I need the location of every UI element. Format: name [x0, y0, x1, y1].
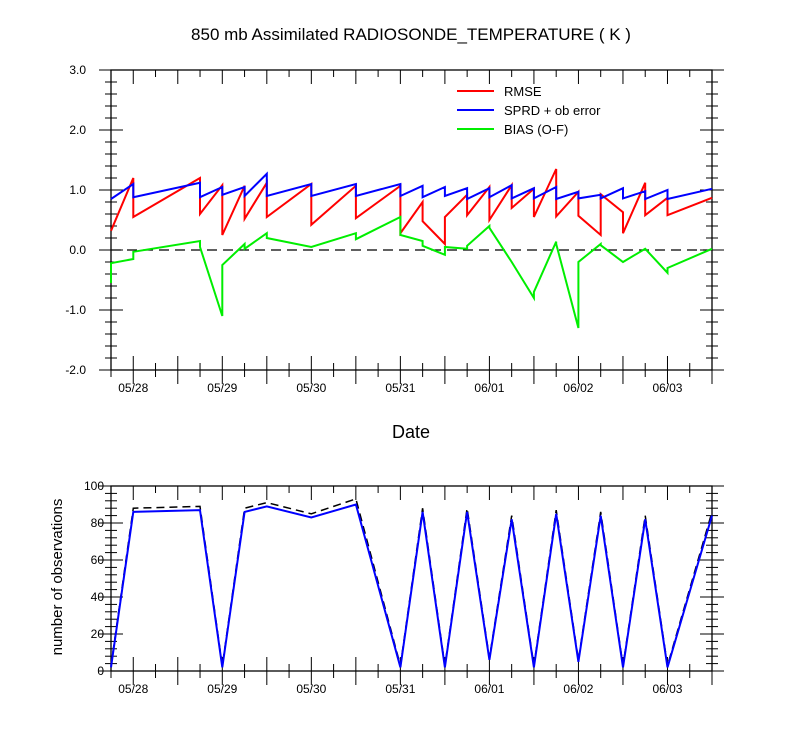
- x-tick-label: 06/01: [474, 381, 504, 395]
- y-tick-label: 60: [91, 553, 105, 567]
- x-tick-label: 05/28: [118, 381, 148, 395]
- y-tick-label: -1.0: [65, 303, 86, 317]
- y-tick-label: 40: [91, 590, 105, 604]
- top-plot-area: 05/28 05/29 05/30 05/31 06/01 06/02 06/03 -2.0 -…: [65, 63, 724, 395]
- chart-title: 850 mb Assimilated RADIOSONDE_TEMPERATUR…: [191, 25, 631, 44]
- series-rmse: [110, 168, 713, 247]
- x-tick-label: 06/01: [474, 682, 504, 696]
- y-tick-label: 100: [84, 479, 104, 493]
- series-sprd-ob-error: [110, 171, 713, 201]
- y-tick-label: -2.0: [65, 363, 86, 377]
- legend-label-0: RMSE: [504, 84, 542, 99]
- x-axis-title: Date: [392, 422, 430, 442]
- bottom-plot-area: 05/28 05/29 05/30 05/31 06/01 06/02 06/03 0 20 40…: [84, 479, 724, 696]
- x-tick-label: 06/02: [563, 381, 593, 395]
- legend-label-1: SPRD + ob error: [504, 103, 601, 118]
- y-tick-label: 20: [91, 627, 105, 641]
- series-1: [110, 503, 713, 668]
- plot-frame: [110, 485, 713, 672]
- plot-frame: [110, 69, 713, 371]
- legend-label-2: BIAS (O-F): [504, 122, 568, 137]
- y-axis-title-observations: number of observations: [49, 499, 66, 656]
- y-tick-label: 1.0: [69, 183, 86, 197]
- x-tick-label: 05/29: [207, 682, 237, 696]
- x-tick-label: 05/30: [296, 682, 326, 696]
- y-tick-label: 0.0: [69, 243, 86, 257]
- legend: RMSE SPRD + ob error BIAS (O-F): [457, 84, 601, 137]
- y-tick-label: 80: [91, 516, 105, 530]
- y-tick-label: 0: [97, 664, 104, 678]
- y-tick-label: 2.0: [69, 123, 86, 137]
- x-tick-label: 06/02: [563, 682, 593, 696]
- x-tick-label: 05/31: [385, 682, 415, 696]
- x-tick-label: 05/28: [118, 682, 148, 696]
- y-tick-label: 3.0: [69, 63, 86, 77]
- series-bias-o-f: [110, 215, 713, 329]
- x-tick-label: 05/30: [296, 381, 326, 395]
- x-tick-label: 05/31: [385, 381, 415, 395]
- x-tick-label: 06/03: [652, 381, 682, 395]
- x-tick-label: 06/03: [652, 682, 682, 696]
- x-tick-label: 05/29: [207, 381, 237, 395]
